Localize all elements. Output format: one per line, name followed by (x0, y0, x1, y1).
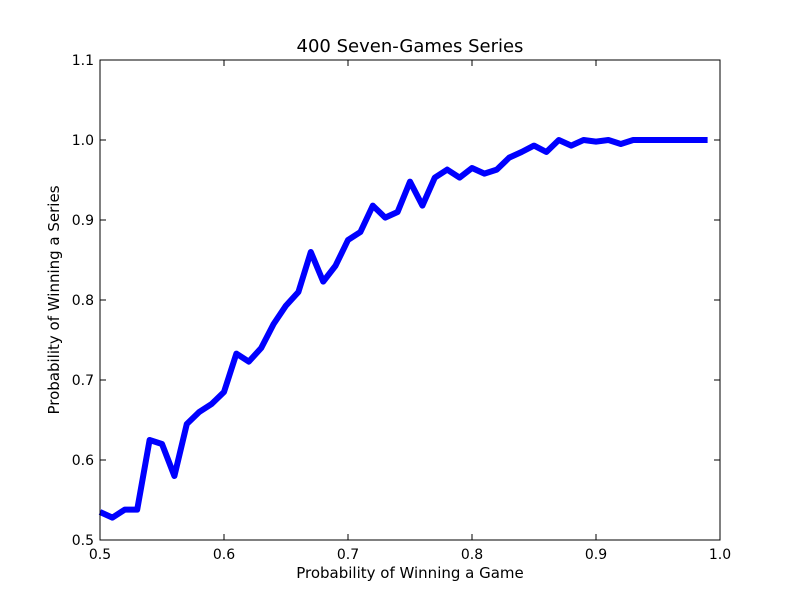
y-tick-label: 1.1 (72, 53, 94, 69)
y-tick-label: 1.0 (72, 133, 94, 149)
y-axis-title: Probability of Winning a Series (45, 185, 63, 414)
x-tick-label: 0.7 (337, 547, 359, 563)
y-tick-label: 0.7 (72, 373, 94, 389)
x-axis-title: Probability of Winning a Game (296, 564, 524, 582)
x-tick-label: 0.5 (89, 547, 111, 563)
x-tick-label: 1.0 (709, 547, 731, 563)
x-tick-label: 0.9 (585, 547, 607, 563)
x-tick-label: 0.6 (213, 547, 235, 563)
y-tick-label: 0.5 (72, 533, 94, 549)
y-tick-label: 0.8 (72, 293, 94, 309)
y-tick-label: 0.6 (72, 453, 94, 469)
chart-title: 400 Seven-Games Series (297, 36, 524, 57)
series-line-0 (98, 137, 708, 521)
y-tick-label: 0.9 (72, 213, 94, 229)
x-tick-label: 0.8 (461, 547, 483, 563)
